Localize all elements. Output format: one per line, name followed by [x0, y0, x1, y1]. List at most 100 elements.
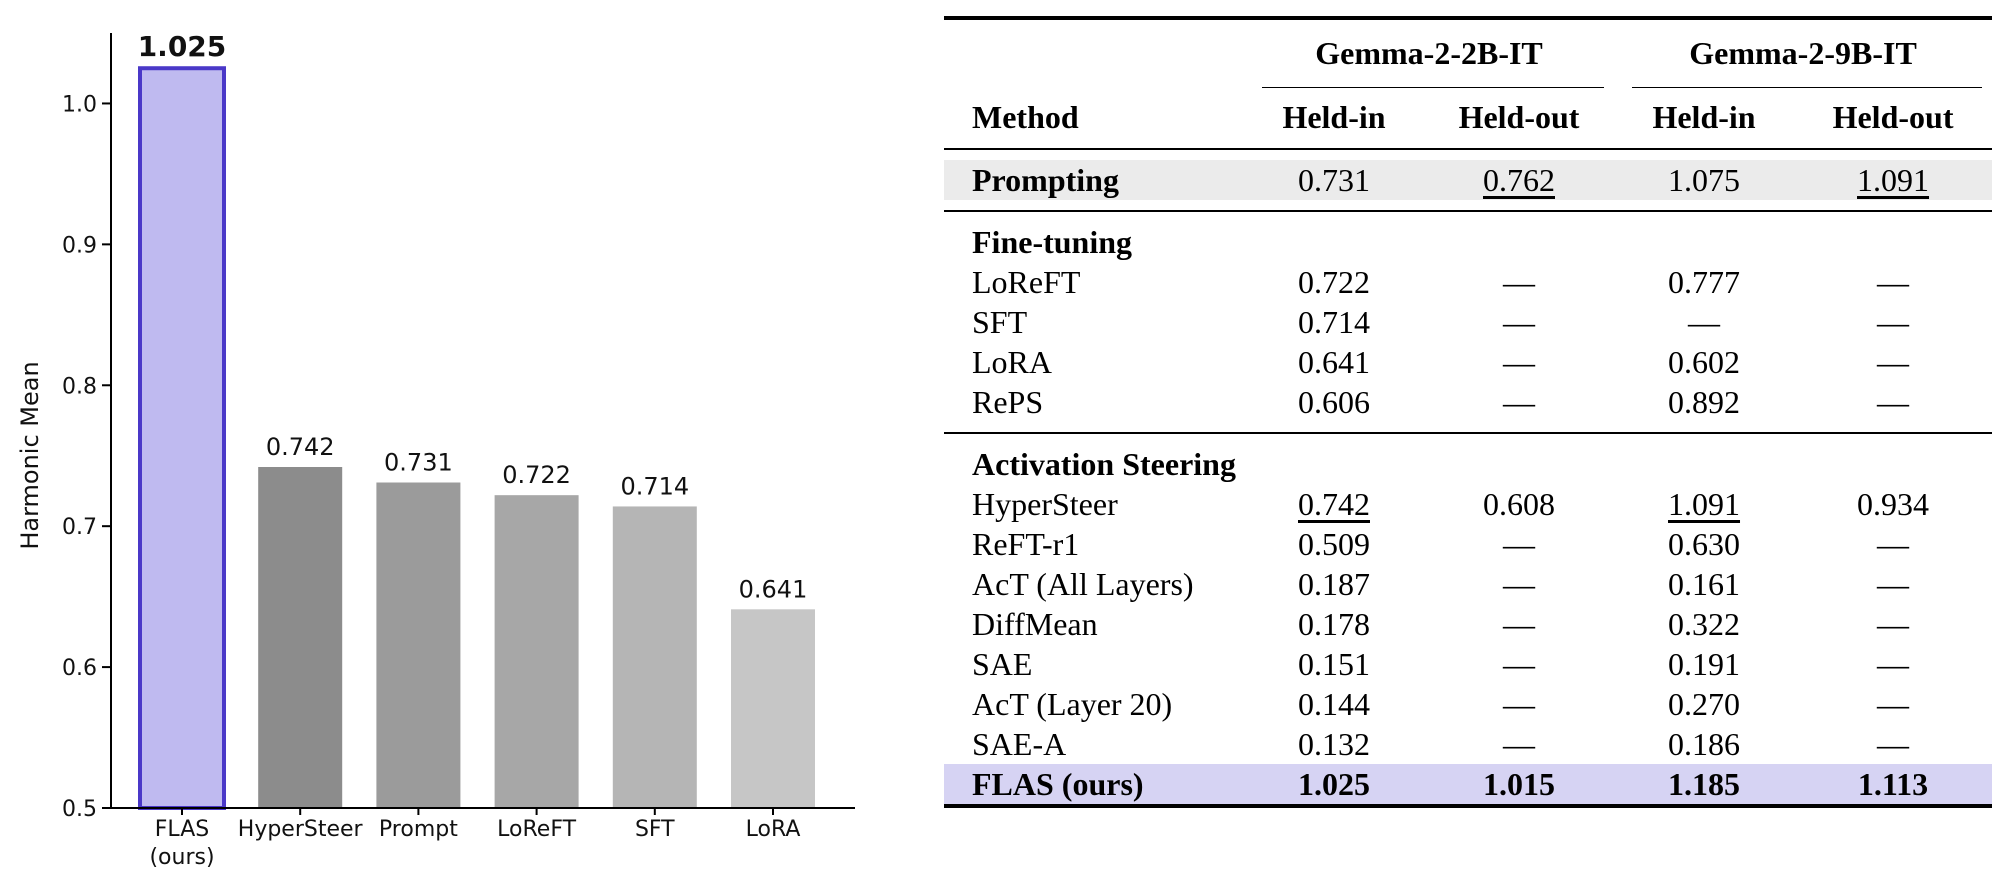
row-value: 0.151	[1298, 646, 1370, 682]
row-value: —	[1503, 304, 1535, 340]
column-header-method: Method	[972, 99, 1079, 135]
y-axis-title: Harmonic Mean	[16, 361, 44, 549]
y-tick-label: 0.7	[62, 515, 97, 540]
table-row: LoRA 0.641 — 0.602 —	[944, 342, 1992, 382]
y-tick-label: 0.5	[62, 797, 97, 822]
row-method: AcT (All Layers)	[972, 566, 1194, 602]
row-value: 0.186	[1668, 726, 1741, 762]
row-value: 1.075	[1614, 160, 1795, 200]
row-value: —	[1877, 566, 1910, 602]
row-value: —	[1877, 264, 1910, 300]
bar	[731, 609, 815, 808]
row-value: —	[1503, 526, 1535, 562]
row-method: FLAS (ours)	[944, 764, 1244, 806]
row-value: —	[1877, 686, 1910, 722]
y-tick-label: 0.6	[62, 656, 97, 681]
row-value: 0.777	[1668, 264, 1741, 300]
row-value: 0.191	[1668, 646, 1741, 682]
table-row: SFT 0.714 — — —	[944, 302, 1992, 342]
y-axis: 0.5 0.6 0.7 0.8 0.9 1.0	[62, 33, 112, 822]
row-method: LoRA	[972, 344, 1052, 380]
row-value: 0.132	[1298, 726, 1370, 762]
table-spacer	[944, 211, 1993, 222]
table-row: HyperSteer 0.742 0.608 1.091 0.934	[944, 484, 1992, 524]
row-value: 1.015	[1424, 764, 1615, 806]
x-axis: FLAS (ours) HyperSteer Prompt LoReFT SFT LoRA	[111, 807, 855, 870]
bar-value-label: 0.641	[739, 575, 808, 603]
row-value: —	[1503, 344, 1535, 380]
table-row: SAE-A 0.132 — 0.186 —	[944, 724, 1992, 764]
row-value: 0.144	[1298, 686, 1370, 722]
group-header-9b: Gemma-2-9B-IT	[1614, 18, 1992, 88]
row-value: 0.322	[1668, 606, 1741, 642]
x-tick-label: LoRA	[746, 817, 801, 842]
underlined-value: 0.762	[1483, 162, 1555, 198]
x-tick-label: SFT	[635, 817, 675, 842]
row-method: AcT (Layer 20)	[972, 686, 1173, 722]
column-header-held-out-2b: Held-out	[1458, 99, 1580, 135]
bars: 1.025 0.742 0.731 0.722 0.714 0.641	[138, 30, 815, 810]
column-header-held-out-9b: Held-out	[1832, 99, 1954, 135]
row-method: SFT	[972, 304, 1028, 340]
row-value: —	[1877, 384, 1910, 420]
group-header-2b: Gemma-2-2B-IT	[1244, 18, 1614, 88]
column-header-held-in-2b: Held-in	[1282, 99, 1386, 135]
bar-value-label: 0.731	[384, 449, 453, 477]
table-row: Prompting 0.731 0.762 1.075 1.091	[944, 160, 1993, 200]
row-value: 0.762	[1424, 160, 1615, 200]
y-tick-label: 0.9	[62, 233, 97, 258]
table-row: RePS 0.606 — 0.892 —	[944, 382, 1992, 422]
row-value: 1.091	[1794, 160, 1993, 200]
row-value: 0.161	[1668, 566, 1741, 602]
bar-value-label: 0.722	[502, 461, 571, 489]
bar-value-label: 0.742	[266, 433, 335, 461]
row-value: 0.602	[1668, 344, 1741, 380]
underlined-value: 1.091	[1857, 162, 1930, 198]
table-spacer	[944, 200, 1992, 211]
x-tick-label: LoReFT	[497, 817, 576, 842]
row-value: 0.187	[1298, 566, 1370, 602]
row-value: 0.270	[1668, 686, 1741, 722]
x-tick-label: Prompt	[379, 817, 458, 842]
table-row: LoReFT 0.722 — 0.777 —	[944, 262, 1992, 302]
underlined-value: 1.091	[1668, 486, 1741, 522]
column-header-held-in-9b: Held-in	[1652, 99, 1756, 135]
row-value: 0.934	[1857, 486, 1930, 522]
section-title-row: Fine-tuning	[944, 222, 1992, 262]
table-row: AcT (All Layers) 0.187 — 0.161 —	[944, 564, 1992, 604]
bar	[494, 495, 579, 808]
bar-chart: 0.5 0.6 0.7 0.8 0.9 1.0 1.025 0.742 0.731 0.722 0…	[16, 30, 855, 870]
row-value: —	[1503, 726, 1535, 762]
row-method: SAE	[972, 646, 1033, 682]
row-value: —	[1503, 606, 1535, 642]
underlined-value: 0.742	[1298, 486, 1370, 522]
row-value: —	[1877, 726, 1910, 762]
row-value: 0.722	[1298, 264, 1370, 300]
bar-value-label: 0.714	[620, 472, 689, 500]
table-row: DiffMean 0.178 — 0.322 —	[944, 604, 1992, 644]
row-value: 1.091	[1614, 484, 1794, 524]
section-title-row: Activation Steering	[944, 444, 1992, 484]
row-value: 0.178	[1298, 606, 1370, 642]
table-row: ReFT-r1 0.509 — 0.630 —	[944, 524, 1992, 564]
section-title: Fine-tuning	[972, 224, 1133, 260]
row-value: —	[1877, 304, 1910, 340]
row-value: —	[1503, 646, 1535, 682]
row-value: 0.606	[1298, 384, 1370, 420]
row-value: 0.892	[1668, 384, 1741, 420]
bar	[138, 66, 226, 810]
row-value: —	[1503, 686, 1535, 722]
row-value: 0.731	[1244, 160, 1424, 200]
table-column-header: Method Held-in Held-out Held-in Held-out	[944, 86, 1992, 149]
row-value: 1.025	[1244, 764, 1424, 806]
row-method: SAE-A	[972, 726, 1067, 762]
row-method: DiffMean	[972, 606, 1098, 642]
row-value: —	[1877, 526, 1910, 562]
row-value: 1.185	[1614, 764, 1795, 806]
section-title: Activation Steering	[972, 446, 1236, 482]
table-spacer	[944, 422, 1992, 433]
table-spacer	[944, 149, 1993, 160]
table-spacer	[944, 433, 1993, 444]
row-value: 0.742	[1244, 484, 1424, 524]
bar	[258, 467, 343, 808]
